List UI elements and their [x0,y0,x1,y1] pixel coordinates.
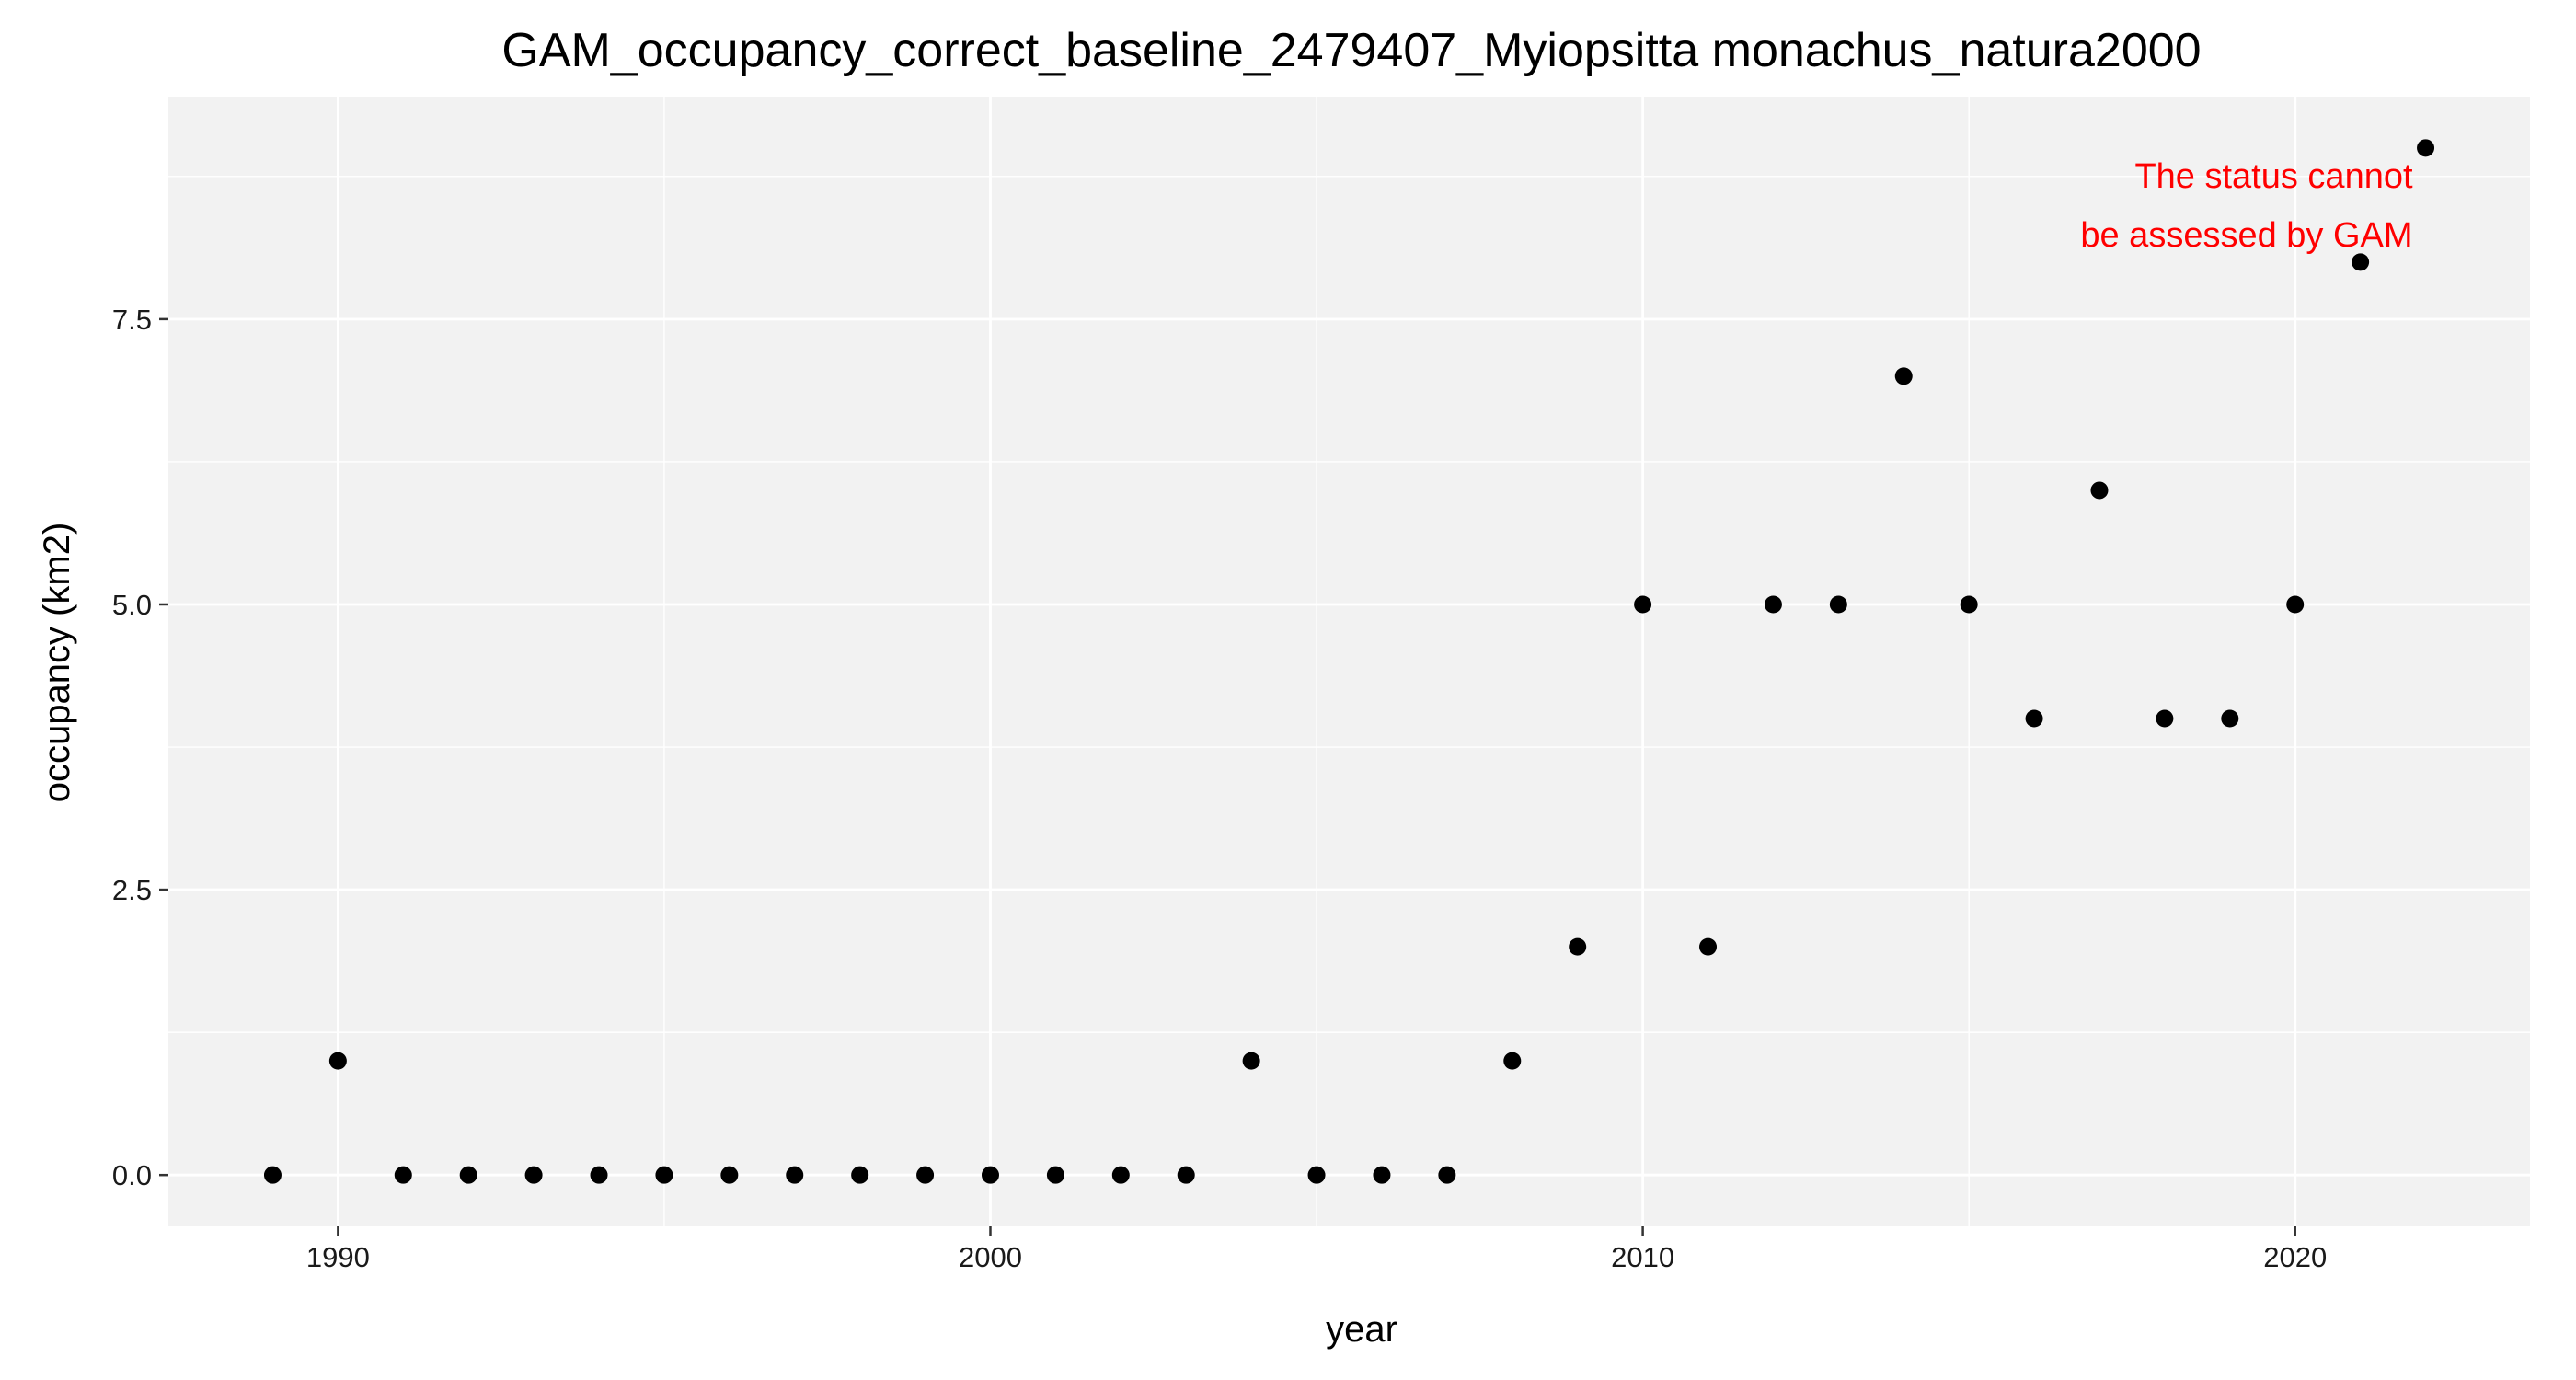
x-tick-label: 1990 [306,1241,370,1273]
data-point [459,1166,477,1184]
annotation-line: be assessed by GAM [2080,216,2412,255]
data-point [1438,1166,1456,1184]
data-point [263,1166,282,1184]
x-axis: 1990 2000 2010 2020 [306,1226,2327,1273]
data-point [328,1052,347,1070]
data-point [1111,1166,1130,1184]
annotation-line: The status cannot [2134,157,2413,196]
data-point [1373,1166,1391,1184]
data-point [1634,595,1652,614]
y-tick-label: 5.0 [112,589,152,621]
data-point [786,1166,804,1184]
x-tick-label: 2020 [2263,1241,2327,1273]
data-point [1569,937,1587,956]
minor-gridlines [168,97,2530,1226]
data-point [1829,595,1847,614]
x-tick-label: 2000 [959,1241,1022,1273]
data-point [590,1166,608,1184]
y-axis: 0.0 2.5 5.0 7.5 [112,304,168,1191]
data-point [2156,709,2174,728]
data-point [1764,595,1782,614]
y-tick-label: 0.0 [112,1159,152,1191]
data-point [720,1166,739,1184]
plot-panel [168,97,2530,1226]
data-points [263,139,2435,1184]
y-tick-label: 7.5 [112,304,152,336]
data-point [2417,139,2435,157]
data-point [2286,595,2305,614]
data-point [1960,595,1978,614]
data-point [851,1166,869,1184]
major-gridlines [168,97,2530,1226]
data-point [655,1166,673,1184]
data-point [524,1166,543,1184]
data-point [1699,937,1718,956]
data-point [1046,1166,1064,1184]
y-tick-label: 2.5 [112,874,152,906]
data-point [2025,709,2043,728]
data-point [1307,1166,1326,1184]
data-point [1503,1052,1522,1070]
data-point [394,1166,412,1184]
data-point [2090,481,2109,500]
x-axis-title: year [1326,1309,1397,1350]
data-point [1894,367,1913,385]
status-annotation: The status cannot be assessed by GAM [2080,157,2413,255]
data-point [1242,1052,1260,1070]
chart-title: GAM_occupancy_correct_baseline_2479407_M… [501,24,2201,77]
data-point [916,1166,935,1184]
data-point [2352,253,2370,271]
y-axis-title: occupancy (km2) [37,523,77,803]
x-tick-label: 2010 [1611,1241,1674,1273]
data-point [2221,709,2239,728]
data-point [981,1166,999,1184]
data-point [1177,1166,1195,1184]
